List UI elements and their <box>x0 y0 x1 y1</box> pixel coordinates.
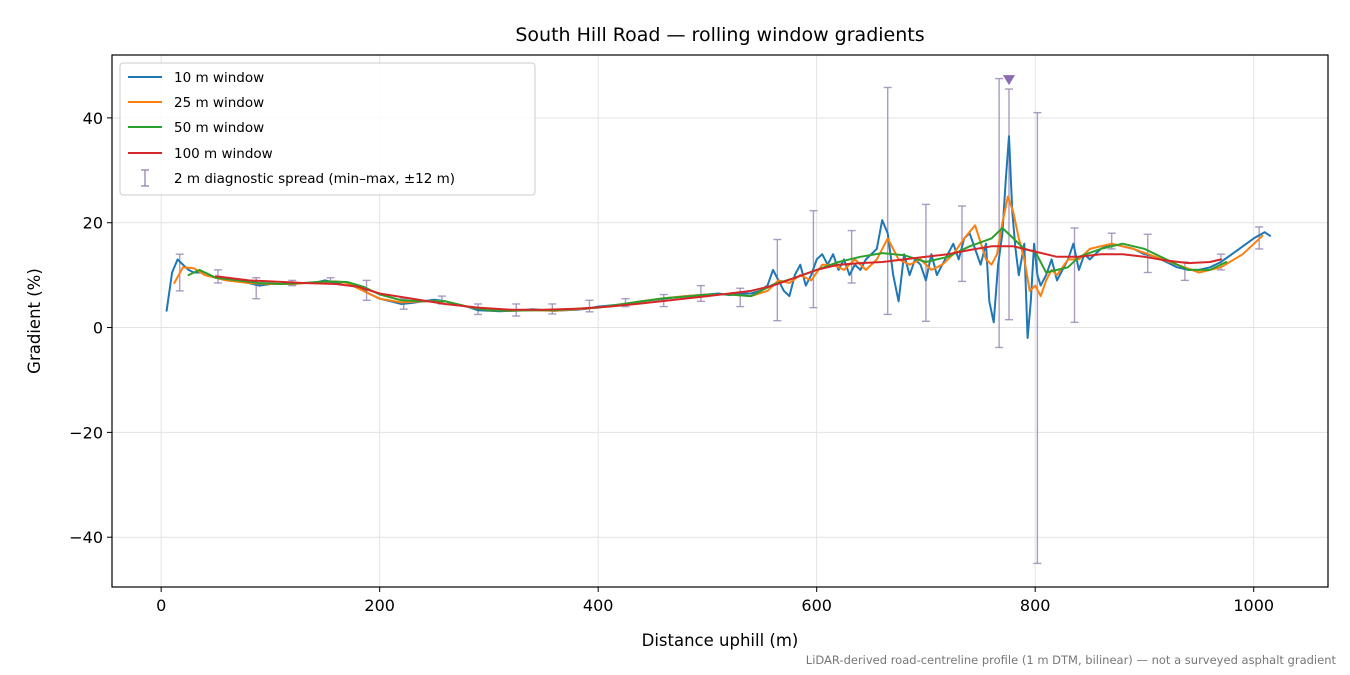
legend-label-1: 10 m window <box>174 70 264 86</box>
plot-area-frame <box>111 54 1329 588</box>
x-tick-label: 200 <box>364 596 395 615</box>
x-tick-label: 400 <box>583 596 614 615</box>
x-tick-label: 0 <box>156 596 166 615</box>
y-tick-label: −20 <box>69 423 103 442</box>
series-lines <box>165 135 1272 339</box>
x-tick-label: 1000 <box>1233 596 1274 615</box>
series-line-4 <box>214 245 1222 311</box>
y-tick-label: 40 <box>83 109 103 128</box>
y-tick-label: 20 <box>83 214 103 233</box>
x-axis-label: Distance uphill (m) <box>642 631 799 650</box>
legend-box <box>119 62 536 196</box>
y-tick-label: 0 <box>93 319 103 338</box>
peak-marker-group <box>1002 75 1015 86</box>
y-axis-label: Gradient (%) <box>25 268 44 374</box>
chart-title: South Hill Road — rolling window gradien… <box>515 24 924 46</box>
peak-marker <box>1002 75 1015 86</box>
legend-label-2: 25 m window <box>174 95 264 111</box>
x-tick-label: 600 <box>801 596 832 615</box>
legend-label-4: 100 m window <box>174 146 273 162</box>
y-tick-label: −40 <box>69 528 103 547</box>
axis-ticks: 0 200 400 600 800 1000 −40 −20 0 20 40 <box>69 109 1274 615</box>
series-line-3 <box>187 227 1228 312</box>
legend: 10 m window 25 m window 50 m window 100 m w… <box>119 62 536 196</box>
footnote: LiDAR-derived road-centreline profile (1… <box>806 653 1337 667</box>
legend-label-3: 50 m window <box>174 120 264 136</box>
x-tick-label: 800 <box>1020 596 1051 615</box>
legend-label-diagnostic: 2 m diagnostic spread (min–max, ±12 m) <box>174 171 455 187</box>
